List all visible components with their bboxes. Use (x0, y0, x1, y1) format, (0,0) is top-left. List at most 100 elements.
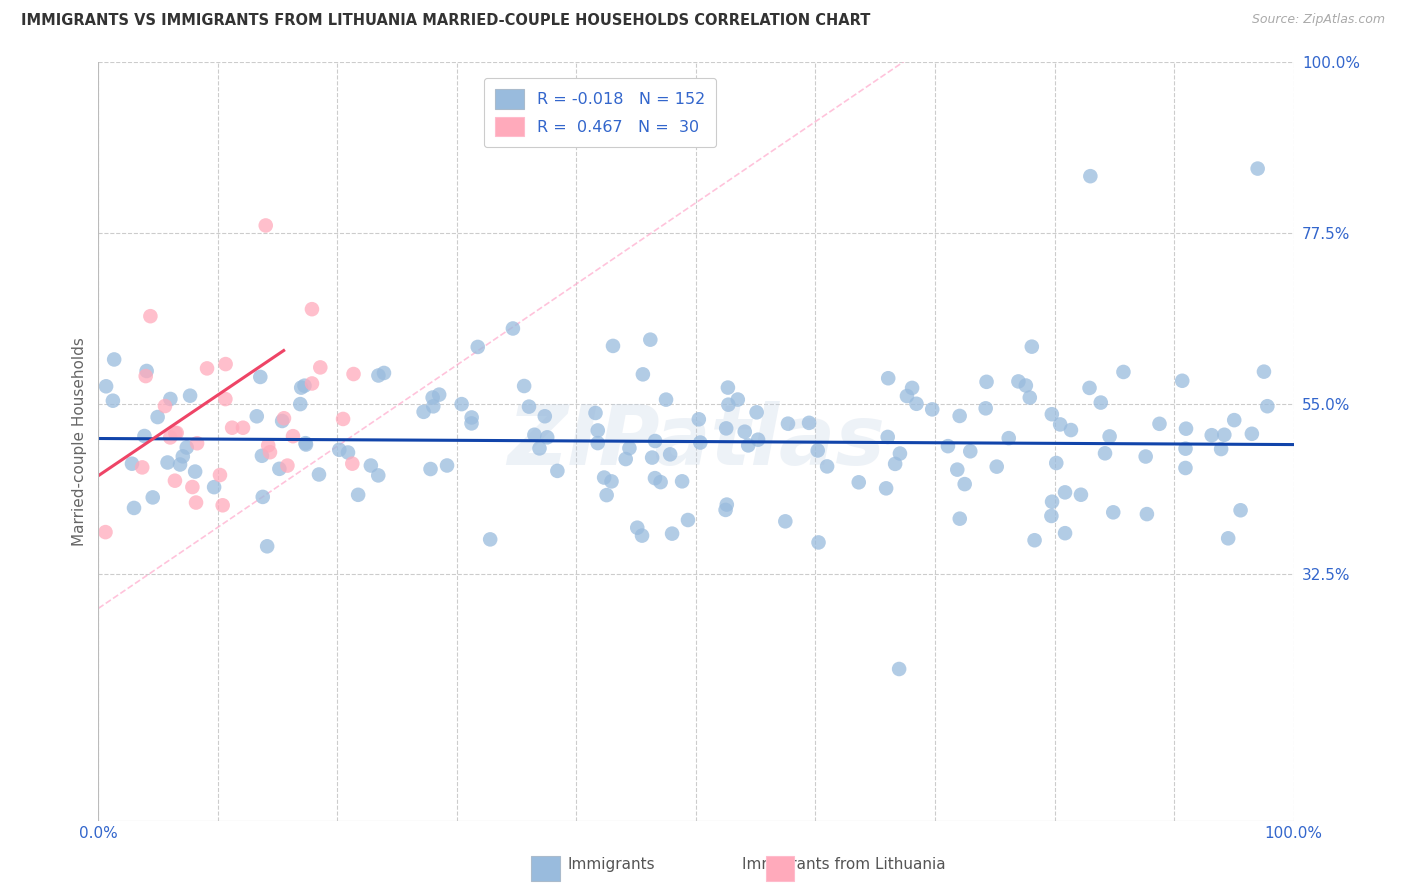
Point (254, 219, 277, 233)
Point (422, 391, 444, 405)
Text: Source: ZipAtlas.com: Source: ZipAtlas.com (1251, 13, 1385, 27)
Point (134, 429, 156, 443)
Point (1213, 427, 1236, 442)
Text: Immigrants: Immigrants (568, 857, 655, 872)
Point (997, 431, 1019, 445)
Point (745, 405, 768, 419)
Point (1135, 450, 1157, 464)
Point (294, 378, 316, 392)
Point (875, 481, 897, 495)
Point (94, 525, 117, 540)
Point (953, 477, 976, 491)
Point (165, 426, 187, 441)
Point (946, 462, 969, 476)
Point (546, 464, 568, 478)
Point (689, 435, 711, 450)
Point (671, 475, 693, 489)
Point (208, 468, 231, 483)
Point (179, 389, 201, 403)
Point (342, 367, 364, 381)
Point (1211, 442, 1233, 456)
Point (586, 424, 609, 438)
Text: Immigrants from Lithuania: Immigrants from Lithuania (742, 857, 945, 872)
Point (290, 397, 312, 411)
Point (181, 480, 204, 494)
Point (661, 526, 683, 541)
Point (467, 340, 489, 354)
Point (269, 462, 291, 476)
Point (367, 368, 389, 383)
Point (877, 371, 900, 385)
Point (727, 392, 749, 407)
Point (1174, 442, 1197, 456)
Point (936, 439, 959, 453)
Point (186, 436, 208, 450)
Point (337, 445, 360, 459)
Point (1080, 169, 1102, 184)
Point (586, 436, 609, 450)
Point (807, 535, 830, 549)
Point (159, 430, 181, 444)
Point (523, 427, 546, 442)
Point (921, 402, 943, 417)
Point (659, 447, 682, 461)
Point (367, 468, 389, 483)
Point (232, 421, 254, 435)
Point (896, 389, 918, 403)
Point (328, 442, 350, 457)
Y-axis label: Married-couple Households: Married-couple Households (72, 337, 87, 546)
Point (252, 490, 274, 504)
Point (901, 381, 924, 395)
Point (139, 309, 162, 323)
Point (889, 446, 911, 460)
Point (1256, 399, 1278, 413)
Point (257, 438, 280, 452)
Point (1040, 407, 1063, 421)
Point (644, 471, 666, 485)
Point (949, 409, 972, 423)
Point (593, 470, 616, 484)
Point (422, 400, 444, 414)
Point (529, 442, 551, 456)
Point (1098, 429, 1121, 443)
Point (256, 539, 278, 553)
Point (600, 475, 623, 489)
Point (214, 392, 236, 406)
Point (142, 491, 165, 505)
Point (412, 405, 434, 419)
Point (259, 445, 281, 459)
Point (131, 460, 153, 475)
Point (619, 441, 641, 455)
Point (626, 521, 648, 535)
Point (122, 500, 145, 515)
Point (1223, 413, 1246, 427)
Point (717, 398, 740, 412)
Point (807, 443, 830, 458)
Point (602, 339, 624, 353)
Point (360, 458, 382, 473)
Point (347, 488, 370, 502)
Point (427, 387, 450, 401)
Point (479, 533, 502, 547)
Point (1078, 381, 1101, 395)
Point (276, 458, 298, 473)
Point (294, 436, 316, 450)
Point (513, 379, 536, 393)
Point (1136, 507, 1159, 521)
Point (1112, 365, 1135, 379)
Point (974, 401, 997, 416)
Point (202, 480, 225, 494)
Point (246, 409, 269, 424)
Point (450, 397, 472, 411)
Point (1007, 375, 1029, 389)
Point (121, 457, 143, 471)
Point (889, 662, 911, 676)
Point (585, 406, 607, 420)
Point (641, 450, 664, 465)
Point (211, 498, 233, 512)
Point (1149, 417, 1171, 431)
Text: ZIPatlas: ZIPatlas (508, 401, 884, 482)
Point (1253, 365, 1275, 379)
Point (250, 449, 273, 463)
Point (1045, 456, 1067, 470)
